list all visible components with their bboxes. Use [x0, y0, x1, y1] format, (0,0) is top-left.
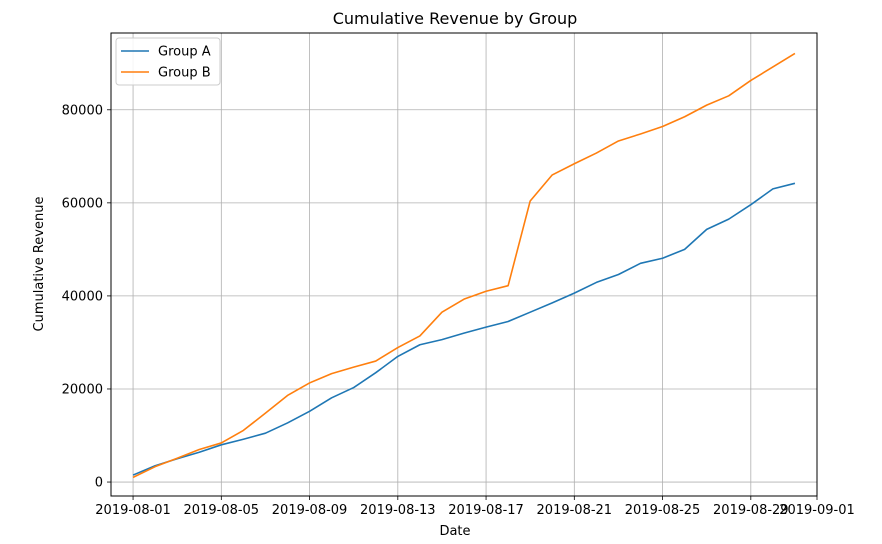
chart-title: Cumulative Revenue by Group [333, 9, 578, 28]
x-tick-label: 2019-08-13 [360, 503, 436, 518]
x-tick-label: 2019-08-05 [184, 503, 260, 518]
legend: Group A Group B [115, 37, 221, 86]
plot-frame [110, 32, 818, 497]
x-tick-label: 2019-09-01 [779, 503, 855, 518]
x-tick-label: 2019-08-29 [713, 503, 789, 518]
series-line-group-b [132, 52, 796, 479]
x-axis-label: Date [439, 524, 470, 539]
y-tick-label: 40000 [62, 289, 103, 304]
y-tick-label: 80000 [62, 103, 103, 118]
y-tick-label: 20000 [62, 382, 103, 397]
x-axis-ticks: 2019-08-01 2019-08-05 2019-08-09 2019-08-13… [95, 496, 855, 518]
legend-box [115, 37, 221, 86]
y-axis-ticks: 0 20000 40000 60000 80000 [62, 103, 111, 491]
x-tick-label: 2019-08-25 [625, 503, 701, 518]
series-line-group-a [132, 182, 796, 476]
legend-label: Group A [158, 45, 211, 60]
legend-label: Group B [158, 66, 211, 81]
y-tick-label: 0 [95, 476, 103, 491]
y-axis-label: Cumulative Revenue [32, 197, 47, 332]
x-tick-label: 2019-08-17 [448, 503, 524, 518]
x-tick-label: 2019-08-09 [272, 503, 348, 518]
x-tick-label: 2019-08-21 [537, 503, 613, 518]
series-lines [132, 52, 796, 479]
x-tick-label: 2019-08-01 [95, 503, 171, 518]
y-tick-label: 60000 [62, 196, 103, 211]
